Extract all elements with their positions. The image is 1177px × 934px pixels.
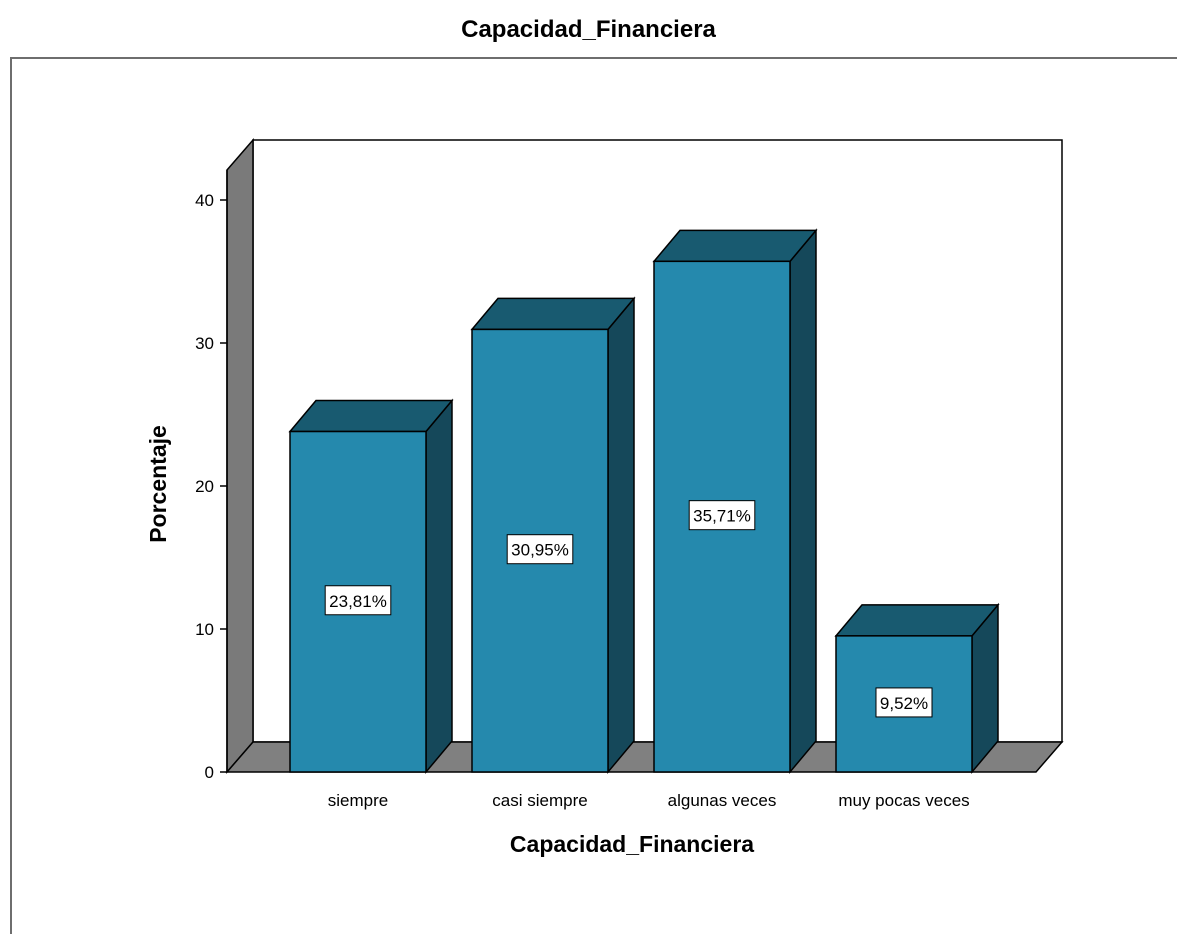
data-label: 35,71% bbox=[693, 507, 751, 526]
y-tick-label: 20 bbox=[195, 477, 214, 496]
data-label: 30,95% bbox=[511, 541, 569, 560]
data-label-box bbox=[506, 534, 574, 565]
x-axis-label: Capacidad_Financiera bbox=[510, 831, 754, 857]
bar-top-face bbox=[652, 229, 818, 263]
bar-2: 35,71% bbox=[652, 228, 818, 775]
bar-top-face bbox=[834, 604, 1000, 637]
x-tick-label: muy pocas veces bbox=[838, 791, 969, 810]
bar-top-face bbox=[470, 297, 636, 331]
data-label-box bbox=[875, 687, 933, 718]
bars: 23,81% 30,95% 35,71% 9,52% bbox=[288, 228, 1000, 775]
bar-0: 23,81% bbox=[288, 398, 454, 775]
data-label-box bbox=[324, 585, 392, 616]
x-tick-label: casi siempre bbox=[492, 791, 587, 810]
chart-title: Capacidad_Financiera bbox=[461, 16, 716, 43]
bar-side-face bbox=[607, 296, 635, 775]
x-tick-label: algunas veces bbox=[668, 791, 777, 810]
y-tick-label: 0 bbox=[205, 763, 214, 782]
x-tick-labels: siempre casi siempre algunas veces muy poca… bbox=[328, 791, 970, 810]
data-label: 9,52% bbox=[880, 694, 928, 713]
bar-side-face bbox=[425, 398, 453, 775]
left-wall bbox=[226, 137, 254, 775]
y-ticks: 0 10 20 30 40 bbox=[195, 191, 227, 782]
data-label-box bbox=[688, 500, 756, 531]
data-label: 23,81% bbox=[329, 592, 387, 611]
x-tick-label: siempre bbox=[328, 791, 388, 810]
y-tick-label: 40 bbox=[195, 191, 214, 210]
bar-1: 30,95% bbox=[470, 296, 636, 775]
bar-side-face bbox=[789, 228, 817, 775]
y-tick-label: 10 bbox=[195, 620, 214, 639]
y-tick-label: 30 bbox=[195, 334, 214, 353]
y-axis-label: Porcentaje bbox=[145, 425, 171, 543]
chart-frame bbox=[10, 57, 1177, 934]
bar-3: 9,52% bbox=[834, 602, 1000, 775]
bar-top-face bbox=[288, 399, 454, 433]
